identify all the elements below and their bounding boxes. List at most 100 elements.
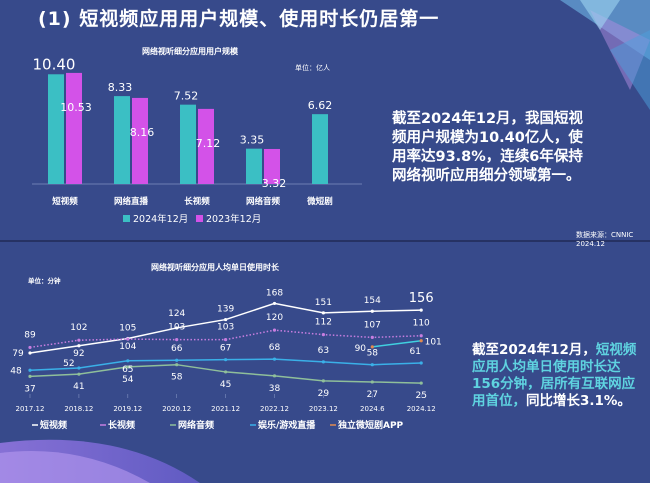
data-label: 92 <box>73 349 84 359</box>
note-highlight: 短视频应用人均单日使用时长达156分钟，居所有互联网应用首位， <box>472 342 637 409</box>
data-label: 58 <box>171 373 183 383</box>
data-label: 61 <box>409 347 420 357</box>
data-label: 105 <box>119 324 136 334</box>
legend-label: 娱乐/游戏直播 <box>258 419 316 431</box>
x-tick-label: 2023.12 <box>309 405 338 413</box>
data-point <box>370 363 374 367</box>
data-label: 101 <box>425 338 442 348</box>
data-point <box>175 338 179 342</box>
data-label: 68 <box>269 343 281 353</box>
data-point <box>224 338 228 342</box>
data-point <box>126 359 130 363</box>
legend-label: 2023年12月 <box>206 213 261 225</box>
data-point <box>419 381 423 385</box>
data-point <box>419 339 423 343</box>
data-point <box>419 361 423 365</box>
data-point <box>126 337 130 341</box>
line-chart-title: 网络视听细分应用人均单日使用时长 <box>151 262 280 272</box>
data-label: 112 <box>315 318 332 328</box>
legend-label: 2024年12月 <box>133 213 188 225</box>
data-label: 120 <box>266 313 283 323</box>
bar-2023 <box>66 72 82 184</box>
data-label: 48 <box>10 366 22 376</box>
data-label: 38 <box>269 384 281 394</box>
data-label: 103 <box>168 323 185 333</box>
usage-time-note: 截至2024年12月，短视频应用人均单日使用时长达156分钟，居所有互联网应用首… <box>472 342 648 410</box>
data-point <box>77 366 81 370</box>
bar-value-label: 3.35 <box>240 134 265 147</box>
bar-2023 <box>198 108 214 184</box>
line-chart-unit: 单位：分钟 <box>28 276 61 285</box>
data-point <box>175 326 179 330</box>
data-point <box>28 374 32 378</box>
x-tick-label: 2018.12 <box>64 405 93 413</box>
bar-value-label: 7.12 <box>196 137 221 150</box>
data-point <box>370 309 374 313</box>
data-label: 110 <box>413 319 430 329</box>
data-label: 63 <box>318 346 329 356</box>
data-point <box>224 317 228 322</box>
user-scale-note: 截至2024年12月，我国短视频用户规模为10.40亿人，使用率达93.8%，连… <box>392 111 584 184</box>
data-point <box>321 360 325 364</box>
data-point <box>77 338 81 342</box>
data-label: 124 <box>168 309 185 319</box>
data-label: 89 <box>24 330 36 340</box>
bar-category-label: 长视频 <box>184 196 210 207</box>
data-label: 65 <box>122 365 133 375</box>
data-label: 104 <box>119 342 136 352</box>
data-label: 25 <box>415 391 426 401</box>
decorative-geometry <box>560 0 650 110</box>
x-tick-label: 2022.12 <box>260 405 289 413</box>
x-tick-label: 2024.6 <box>360 405 385 413</box>
data-label: 79 <box>12 349 24 359</box>
data-label: 41 <box>73 382 84 392</box>
bar-chart-title: 网络视听细分应用用户规模 <box>142 46 239 56</box>
data-point <box>370 345 374 349</box>
bar-value-label: 6.62 <box>308 99 333 112</box>
x-tick-label: 2021.12 <box>211 405 240 413</box>
bar-value-label: 10.53 <box>60 101 92 114</box>
data-label: 67 <box>220 344 231 354</box>
bar-chart-unit: 单位：亿人 <box>295 63 330 72</box>
data-label: 66 <box>171 344 183 354</box>
data-label: 52 <box>63 359 74 369</box>
bar-2023 <box>264 148 280 184</box>
page-title: (1) 短视频应用用户规模、使用时长仍居第一 <box>38 8 440 30</box>
legend-label: 长视频 <box>108 419 135 431</box>
legend-label: 短视频 <box>40 419 67 431</box>
bar-category-label: 网络音频 <box>246 196 281 207</box>
data-point <box>419 334 423 338</box>
legend-label: 网络音频 <box>178 419 214 431</box>
data-point <box>28 345 32 350</box>
data-label: 156 <box>409 291 434 306</box>
data-point <box>224 358 228 362</box>
data-point <box>419 308 423 312</box>
data-point <box>321 311 325 315</box>
bar-value-label: 10.40 <box>33 55 76 73</box>
x-tick-label: 2017.12 <box>16 405 45 413</box>
bar-value-label: 8.33 <box>108 81 133 94</box>
bar-2024 <box>312 114 328 184</box>
x-tick-label: 2024.12 <box>407 405 436 413</box>
data-point <box>370 380 374 384</box>
bar-2023 <box>132 97 148 184</box>
data-point <box>272 374 277 378</box>
x-tick-label: 2020.12 <box>162 405 191 413</box>
decorative-wave <box>0 439 200 483</box>
data-point <box>77 344 81 348</box>
bar-2024 <box>246 148 262 184</box>
data-label: 154 <box>364 296 381 306</box>
bar-category-label: 短视频 <box>52 196 78 207</box>
data-label: 54 <box>122 375 134 385</box>
data-point <box>321 333 325 337</box>
data-source: 数据来源：CNNIC 2024.12 <box>576 231 634 248</box>
bar-category-label: 网络直播 <box>114 196 149 207</box>
data-label: 102 <box>70 323 87 333</box>
data-point <box>272 357 277 361</box>
legend-label: 独立微短剧APP <box>337 419 404 431</box>
data-label: 151 <box>315 298 332 308</box>
bar-category-label: 微短剧 <box>306 196 333 207</box>
bar-2024 <box>114 96 130 184</box>
data-point <box>272 328 277 332</box>
